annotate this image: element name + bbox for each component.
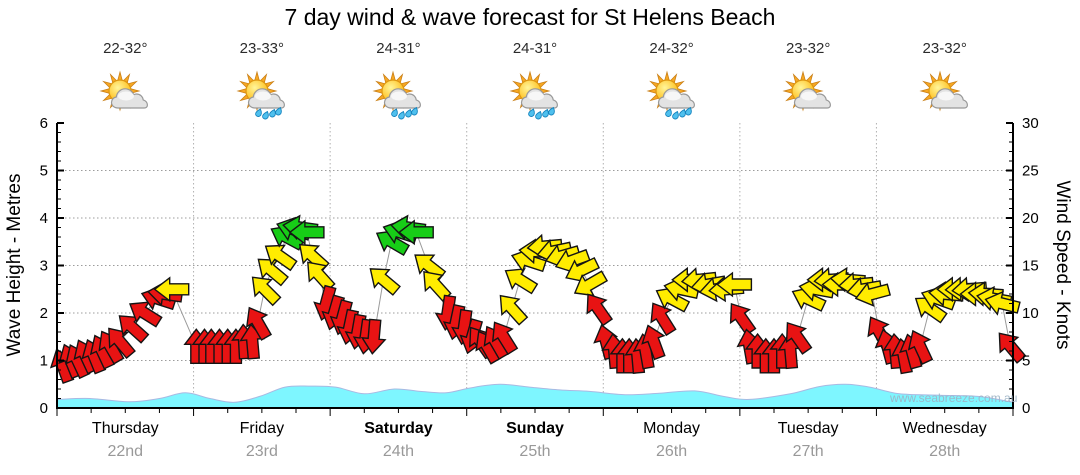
day-date: 28th	[929, 443, 961, 460]
left-tick-label: 6	[40, 115, 48, 132]
wind-arrow-yellow	[499, 294, 529, 326]
day-date: 24th	[382, 443, 414, 460]
raindrop-icon	[535, 110, 542, 120]
page-title: 7 day wind & wave forecast for St Helens…	[284, 4, 776, 30]
raindrop-icon	[678, 108, 686, 118]
wind-arrow-red	[785, 321, 813, 355]
day-name: Tuesday	[777, 420, 839, 437]
day-date: 25th	[519, 443, 551, 460]
wind-arrow-red	[907, 329, 934, 365]
wind-arrow-red	[586, 293, 614, 327]
wind-arrow-red	[641, 324, 666, 361]
weather-icon-sun-cloud-rain	[646, 70, 695, 120]
wind-arrow-red	[108, 327, 136, 360]
right-tick-label: 0	[1022, 400, 1030, 417]
right-tick-label: 30	[1022, 115, 1039, 132]
wind-arrow-red	[360, 318, 387, 355]
right-tick-label: 10	[1022, 305, 1039, 322]
cloud-highlight	[528, 91, 544, 101]
day-temp: 23-32°	[785, 40, 831, 57]
wind-arrow-yellow	[716, 271, 753, 298]
weather-icon-sun-cloud-rain	[236, 70, 285, 120]
day-temp: 24-32°	[649, 40, 694, 57]
raindrop-icon	[405, 108, 413, 118]
raindrop-icon	[684, 106, 692, 116]
day-name: Friday	[239, 420, 285, 437]
right-tick-label: 25	[1022, 163, 1039, 180]
wave-height-area	[56, 383, 1014, 409]
day-temp: 24-31°	[376, 40, 421, 57]
cloud-highlight	[801, 91, 818, 101]
day-date: 23rd	[245, 443, 278, 460]
raindrop-icon	[398, 110, 406, 120]
raindrop-icon	[411, 106, 419, 116]
left-tick-label: 2	[40, 305, 48, 322]
day-name: Sunday	[506, 420, 564, 437]
day-date: 22nd	[107, 443, 144, 460]
cloud-highlight	[254, 91, 271, 101]
weather-icon-sun-cloud	[99, 70, 149, 112]
wind-arrow-red	[650, 302, 677, 337]
wind-arrow-red	[245, 306, 273, 341]
day-temp: 24-31°	[512, 40, 558, 57]
cloud-highlight	[937, 91, 954, 101]
wind-arrow-red	[729, 302, 757, 336]
raindrop-icon	[528, 108, 535, 117]
day-name: Wednesday	[902, 420, 987, 437]
day-name: Thursday	[91, 420, 159, 437]
weather-icon-sun-cloud	[782, 70, 832, 112]
left-tick-label: 0	[40, 400, 48, 417]
raindrop-icon	[261, 110, 269, 120]
wind-arrow-yellow	[369, 268, 401, 296]
raindrop-icon	[268, 108, 276, 118]
right-tick-label: 5	[1022, 353, 1030, 370]
day-name: Saturday	[364, 420, 433, 437]
weather-icon-sun-cloud-rain	[372, 70, 422, 120]
day-name: Monday	[643, 420, 701, 437]
day-temp: 22-32°	[103, 40, 148, 57]
weather-icon-sun-cloud	[919, 70, 968, 112]
right-tick-label: 15	[1022, 258, 1039, 275]
left-tick-label: 1	[40, 353, 48, 370]
raindrop-icon	[664, 108, 672, 117]
raindrop-icon	[542, 108, 549, 118]
wind-arrow-yellow	[251, 276, 282, 307]
left-tick-label: 5	[40, 163, 48, 180]
wind-arrow-green	[288, 219, 325, 246]
wind-arrow-yellow	[153, 276, 190, 303]
cloud-highlight	[118, 91, 135, 101]
watermark: www.seabreeze.com.au	[890, 391, 1018, 405]
weather-icon-sun-cloud-rain	[509, 70, 559, 120]
wind-arrow-yellow	[854, 281, 892, 307]
raindrop-icon	[671, 110, 679, 120]
cloud-highlight	[391, 91, 408, 101]
raindrop-icon	[548, 106, 555, 116]
raindrop-icon	[274, 106, 282, 116]
right-tick-label: 20	[1022, 210, 1039, 227]
cloud-highlight	[664, 91, 681, 101]
raindrop-icon	[391, 108, 399, 117]
day-temp: 23-32°	[922, 40, 967, 57]
wind-arrow-red	[491, 321, 519, 356]
left-tick-label: 3	[40, 258, 48, 275]
wind-arrow-green	[398, 219, 434, 246]
day-temp: 23-33°	[239, 40, 285, 57]
wind-arrow-yellow	[573, 270, 609, 297]
left-tick-label: 4	[40, 210, 48, 227]
day-date: 27th	[792, 443, 824, 460]
wind-arrow-yellow	[264, 244, 298, 272]
day-date: 26th	[655, 443, 688, 460]
raindrop-icon	[254, 108, 262, 117]
wind-arrow-yellow	[984, 290, 1021, 316]
